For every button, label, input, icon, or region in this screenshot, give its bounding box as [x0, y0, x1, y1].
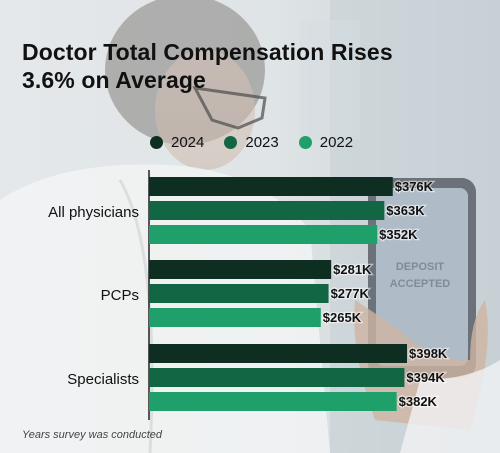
legend-item-2023: 2023: [224, 133, 279, 151]
bar: [149, 284, 329, 303]
legend-item-2022: 2022: [298, 133, 354, 151]
category-label: All physicians: [48, 204, 139, 221]
legend-swatch-2022: [298, 135, 312, 149]
data-label: $394K: [406, 370, 445, 385]
data-label: $376K: [395, 179, 434, 194]
data-label: $277K: [331, 286, 370, 301]
title-line-1: Doctor Total Compensation Rises: [22, 39, 393, 65]
footnote: Years survey was conducted: [22, 429, 163, 441]
bar: [149, 368, 405, 387]
data-label: $281K: [333, 262, 372, 277]
legend-label-2022: 2022: [319, 133, 354, 151]
data-label: $363K: [386, 203, 425, 218]
data-label: $352K: [379, 227, 418, 242]
bar: [149, 177, 393, 196]
data-label: $382K: [399, 394, 438, 409]
bar: [149, 308, 321, 327]
category-label: PCPs: [101, 287, 139, 304]
legend: 2024 2023 2022: [150, 132, 353, 152]
legend-swatch-2023: [224, 135, 238, 149]
title-line-2: 3.6% on Average: [22, 67, 206, 93]
bar: [149, 260, 332, 279]
phone-text-line2: ACCEPTED: [390, 278, 451, 290]
bar: [149, 344, 407, 363]
data-label: $265K: [323, 310, 362, 325]
bar: [149, 201, 385, 220]
legend-label-2024: 2024: [171, 133, 205, 151]
category-label: Specialists: [67, 371, 139, 388]
chart-title: Doctor Total Compensation Rises 3.6% on …: [22, 38, 462, 94]
phone-text-line1: DEPOSIT: [396, 261, 445, 273]
legend-label-2023: 2023: [245, 133, 279, 151]
data-label: $398K: [409, 346, 448, 361]
legend-item-2024: 2024: [150, 134, 204, 151]
legend-swatch-2024: [150, 135, 163, 149]
bar: [149, 392, 397, 411]
bar: [149, 225, 378, 244]
